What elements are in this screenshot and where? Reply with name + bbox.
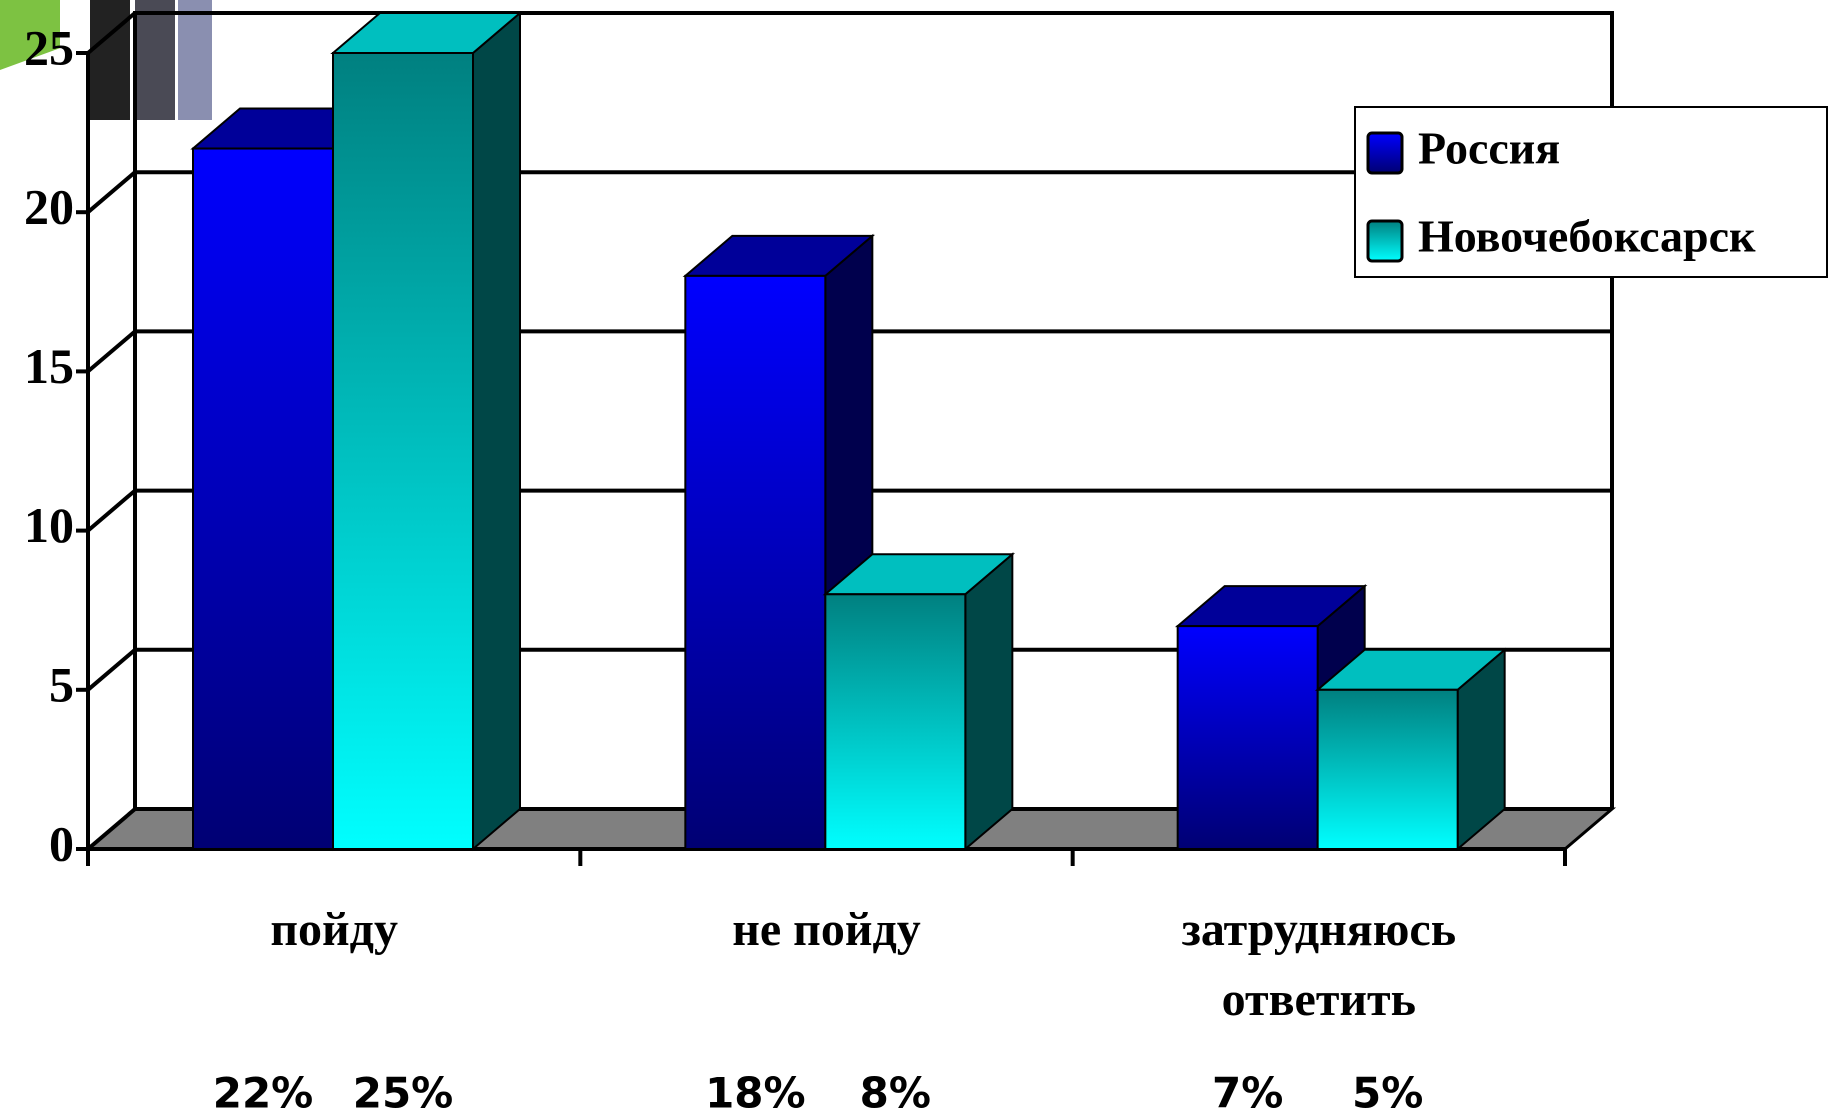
grid-line-side xyxy=(88,650,135,690)
x-tick-label: затрудняюсь ответить xyxy=(1109,895,1529,1035)
x-tick-label: пойду xyxy=(124,895,544,965)
value-label: 25% xyxy=(353,1069,454,1118)
value-label: 22% xyxy=(213,1069,314,1118)
y-tick-label: 15 xyxy=(24,338,74,394)
grid-line-side xyxy=(88,491,135,531)
bar xyxy=(193,149,333,849)
page: 0 5 10 15 20 25 22% 25% 18% 8% 7% 5% Россия Новочебок… xyxy=(0,0,1831,1119)
decor xyxy=(135,0,175,120)
bar xyxy=(1318,690,1458,849)
x-tick-label: не пойду xyxy=(617,895,1037,965)
value-label: 7% xyxy=(1212,1069,1283,1118)
decor xyxy=(90,0,130,120)
grid-line-side xyxy=(88,331,135,371)
legend-swatch xyxy=(1368,133,1402,173)
y-tick-label: 5 xyxy=(49,656,74,712)
legend-label: Россия xyxy=(1418,123,1560,174)
legend-label: Новочебоксарск xyxy=(1418,211,1756,262)
decor xyxy=(178,0,212,120)
y-tick-label: 25 xyxy=(24,19,74,75)
bar xyxy=(333,53,473,849)
value-label: 18% xyxy=(705,1069,806,1118)
y-tick-label: 0 xyxy=(49,815,74,871)
bar xyxy=(825,594,965,849)
y-tick-label: 20 xyxy=(24,179,74,235)
y-tick-label: 10 xyxy=(24,497,74,553)
grid-line-side xyxy=(88,172,135,212)
bar-side xyxy=(473,13,520,849)
bar xyxy=(685,276,825,849)
value-label: 8% xyxy=(860,1069,931,1118)
bar-side xyxy=(965,554,1012,849)
value-label: 5% xyxy=(1352,1069,1423,1118)
legend-swatch xyxy=(1368,221,1402,261)
bar xyxy=(1178,626,1318,849)
